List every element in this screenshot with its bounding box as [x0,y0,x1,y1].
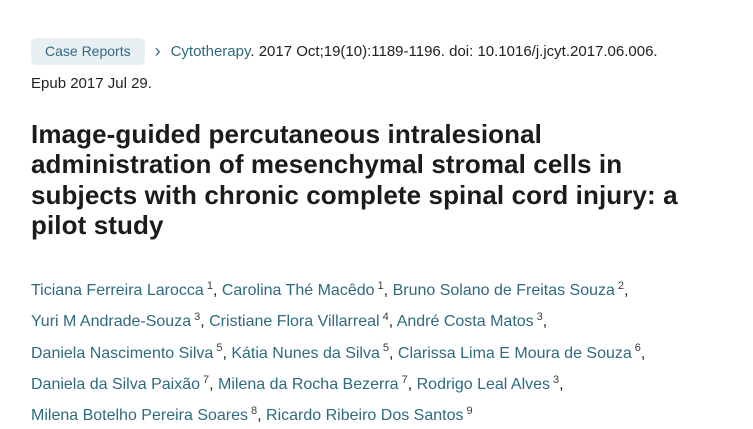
author-separator: , [200,313,205,331]
article-title: Image-guided percutaneous intralesional … [31,119,678,241]
author-separator: , [640,344,646,362]
author-separator: , [624,281,629,299]
author-affiliation-number[interactable]: 5 [216,342,223,355]
author: Ticiana Ferreira Larocca 1, [31,279,218,299]
author-separator: , [542,313,548,331]
author-separator: , [559,375,564,393]
author-affiliation-number[interactable]: 1 [377,279,384,292]
author-link[interactable]: Carolina Thé Macêdo [221,281,375,299]
authors-list: Ticiana Ferreira Larocca 1, Carolina Thé … [31,273,729,429]
author-link[interactable]: Ricardo Ribeiro Dos Santos [266,407,464,425]
author: Kátia Nunes da Silva 5, [231,342,394,362]
author-link[interactable]: Milena Botelho Pereira Soares [31,407,249,425]
author-link[interactable]: Cristiane Flora Villarreal [209,313,380,331]
chevron-right-icon: › [154,40,161,61]
author-separator: , [383,281,389,299]
author-link[interactable]: Bruno Solano de Freitas Souza [392,281,615,299]
author: Cristiane Flora Villarreal 4, [209,310,394,331]
author: Clarissa Lima E Moura de Souza 6, [397,342,646,362]
author-separator: , [407,375,413,393]
author-link[interactable]: Daniela da Silva Paixão [31,375,200,393]
author-link[interactable]: Kátia Nunes da Silva [231,344,380,362]
author: Carolina Thé Macêdo 1, [221,279,389,299]
author-link[interactable]: André Costa Matos [396,313,534,331]
author-link[interactable]: Milena da Rocha Bezerra [218,375,399,393]
author-separator: , [209,375,214,393]
author-affiliation-number[interactable]: 1 [206,279,213,292]
author: Daniela da Silva Paixão 7, [31,373,214,393]
author: Milena da Rocha Bezerra 7, [218,373,413,393]
author-separator: , [389,344,394,362]
author: André Costa Matos 3, [396,310,548,331]
author-affiliation-number[interactable]: 7 [203,373,210,386]
author: Bruno Solano de Freitas Souza 2, [392,279,629,299]
journal-link[interactable]: Cytotherapy [170,43,251,60]
author-affiliation-number[interactable]: 6 [634,342,641,355]
author-link[interactable]: Rodrigo Leal Alves [416,375,551,393]
citation-row: Case Reports › Cytotherapy. 2017 Oct;19(… [31,38,729,65]
author-separator: , [212,281,218,299]
author-link[interactable]: Yuri M Andrade-Souza [31,313,192,331]
citation-text: Cytotherapy. 2017 Oct;19(10):1189-1196. … [171,43,658,60]
author-link[interactable]: Ticiana Ferreira Larocca [31,281,204,299]
author: Ricardo Ribeiro Dos Santos 9 [266,405,473,425]
publication-type-badge[interactable]: Case Reports [31,38,145,65]
author-affiliation-number[interactable]: 5 [382,342,389,355]
author-separator: , [222,344,227,362]
epub-date: Epub 2017 Jul 29. [31,75,152,92]
author-affiliation-number[interactable]: 3 [553,373,560,386]
author-link[interactable]: Daniela Nascimento Silva [31,344,214,362]
author: Milena Botelho Pereira Soares 8, [31,405,262,425]
author: Yuri M Andrade-Souza 3, [31,310,205,331]
author-affiliation-number[interactable]: 3 [194,310,201,323]
author-affiliation-number[interactable]: 3 [536,310,543,323]
author-affiliation-number[interactable]: 7 [401,373,408,386]
author-link[interactable]: Clarissa Lima E Moura de Souza [397,344,632,362]
citation-details: . 2017 Oct;19(10):1189-1196. doi: 10.101… [250,43,658,60]
author-affiliation-number[interactable]: 2 [617,279,625,292]
author: Rodrigo Leal Alves 3, [416,373,564,393]
author-affiliation-number[interactable]: 4 [382,310,389,323]
author-separator: , [388,313,394,331]
author: Daniela Nascimento Silva 5, [31,342,227,362]
author-separator: , [257,407,262,425]
